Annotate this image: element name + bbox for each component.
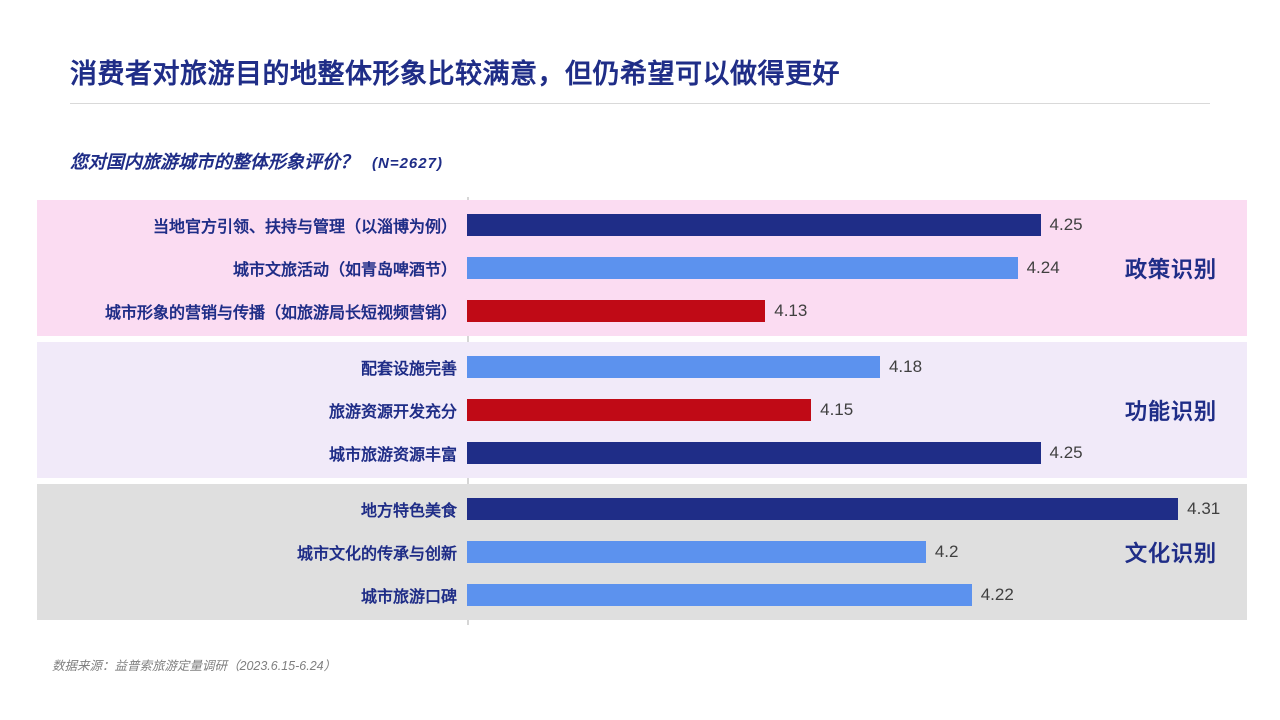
bar-area: 4.15 (467, 389, 1247, 431)
bar-value: 4.18 (888, 356, 923, 376)
bar-area: 4.31 (467, 488, 1247, 530)
bar (467, 497, 1179, 520)
page-title: 消费者对旅游目的地整体形象比较满意，但仍希望可以做得更好 (70, 59, 840, 89)
bar-label: 城市形象的营销与传播（如旅游局长短视频营销） (104, 305, 457, 323)
bar-value: 4.25 (1049, 443, 1083, 463)
bar-area: 4.2 (467, 531, 1247, 573)
bar-chart: 当地官方引领、扶持与管理（以淄博为例） 4.25 城市文旅活动（如青岛啤酒节） 4.2… (37, 197, 1247, 625)
survey-question-line: 您对国内旅游城市的整体形象评价？ (N=2627) (70, 148, 443, 174)
bar-label: 城市旅游口碑 (360, 589, 457, 607)
bar (467, 300, 766, 323)
bar-row: 城市旅游资源丰富 4.25 (37, 432, 1247, 474)
bar-row: 城市文旅活动（如青岛啤酒节） 4.24 (37, 247, 1247, 289)
bar (467, 442, 1041, 465)
bar-row: 城市形象的营销与传播（如旅游局长短视频营销） 4.13 (37, 290, 1247, 332)
bar-area: 4.18 (467, 346, 1247, 388)
bar-value: 4.31 (1187, 498, 1221, 518)
bar-area: 4.24 (467, 247, 1247, 289)
bar-label: 旅游资源开发充分 (328, 403, 457, 421)
title-divider (70, 103, 1210, 104)
bar-row: 城市文化的传承与创新 4.2 (37, 531, 1247, 573)
bar-value: 4.25 (1049, 214, 1083, 234)
bar (467, 213, 1041, 236)
bar-label: 城市文旅活动（如青岛啤酒节） (232, 261, 457, 279)
bar-area: 4.25 (467, 432, 1247, 474)
bar-value: 4.2 (934, 541, 959, 561)
group-label: 政策识别 (1124, 257, 1217, 282)
bar-value: 4.24 (1026, 257, 1060, 277)
bar-area: 4.22 (467, 574, 1247, 616)
bar-row: 配套设施完善 4.18 (37, 346, 1247, 388)
bar-value: 4.15 (820, 399, 854, 419)
bar (467, 256, 1018, 279)
sample-size: (N=2627) (372, 155, 443, 172)
bar-row: 当地官方引领、扶持与管理（以淄博为例） 4.25 (37, 204, 1247, 246)
bar-area: 4.13 (467, 290, 1247, 332)
bar-value: 4.22 (980, 585, 1014, 605)
bar-label: 配套设施完善 (360, 360, 457, 378)
bar (467, 398, 812, 421)
bar-label: 城市文化的传承与创新 (296, 545, 457, 563)
survey-question: 您对国内旅游城市的整体形象评价？ (70, 152, 358, 172)
bar (467, 540, 926, 563)
bar-row: 旅游资源开发充分 4.15 (37, 389, 1247, 431)
group-label: 文化识别 (1124, 541, 1217, 566)
category-band: 地方特色美食 4.31 城市文化的传承与创新 4.2 城市旅游口碑 4.22 文化识别 (37, 484, 1247, 620)
bar (467, 584, 972, 607)
category-band: 当地官方引领、扶持与管理（以淄博为例） 4.25 城市文旅活动（如青岛啤酒节） 4.2… (37, 200, 1247, 336)
source-note: 数据来源：益普索旅游定量调研（2023.6.15-6.24） (52, 659, 337, 673)
bar-area: 4.25 (467, 204, 1247, 246)
group-label: 功能识别 (1124, 399, 1217, 424)
bar-value: 4.13 (774, 301, 808, 321)
bar-row: 城市旅游口碑 4.22 (37, 574, 1247, 616)
bar (467, 355, 880, 378)
bar-label: 城市旅游资源丰富 (328, 447, 457, 465)
bar-row: 地方特色美食 4.31 (37, 488, 1247, 530)
category-band: 配套设施完善 4.18 旅游资源开发充分 4.15 城市旅游资源丰富 4.25 功能识别 (37, 342, 1247, 478)
bar-label: 地方特色美食 (360, 502, 457, 520)
bar-label: 当地官方引领、扶持与管理（以淄博为例） (152, 218, 457, 236)
